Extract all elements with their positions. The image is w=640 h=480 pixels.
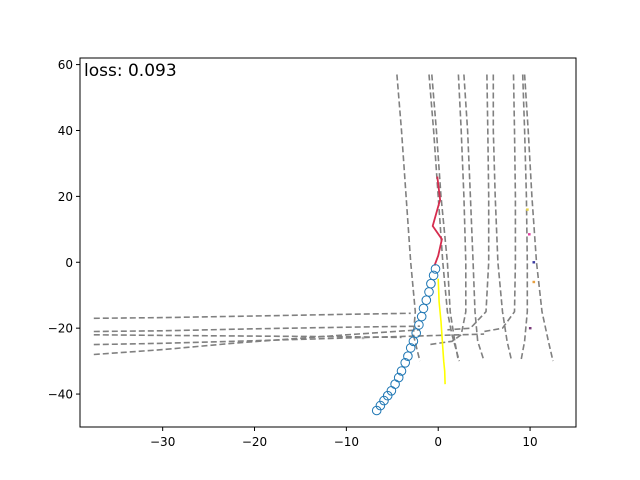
x-axis-ticks: −30 −20 −10 0 10 [150,427,538,449]
lane-line-5 [396,74,421,362]
agent-mark [526,208,529,211]
agent-mark [528,233,531,236]
agent-mark [532,261,536,264]
predicted-point [371,405,382,416]
predicted-point [386,386,397,396]
agent-marks [361,208,536,340]
predicted-point [400,358,411,368]
predicted-point [421,295,432,306]
predicted-point [428,270,439,281]
predicted-point [408,336,419,347]
predicted-point [379,395,389,406]
predicted-points [371,264,441,416]
x-tick-label: −20 [242,435,267,449]
red-trajectory [431,176,443,266]
x-tick-label: −30 [150,435,175,449]
agent-mark [532,280,536,284]
y-tick-label: 40 [58,124,73,138]
plot-area [93,74,554,416]
yellow-trajectory [437,278,446,385]
lane-line-11 [492,74,513,362]
lane-line-7 [431,74,460,362]
lane-line-8 [428,74,467,346]
y-tick-label: 60 [58,58,73,72]
loss-annotation: loss: 0.093 [84,61,177,81]
predicted-point [411,328,422,338]
x-tick-label: 10 [522,435,537,449]
lane-line-12 [483,74,517,333]
predicted-point [405,343,416,353]
lane-line-4 [93,329,420,356]
x-tick-label: 0 [434,435,442,449]
lane-line-6 [428,74,461,362]
predicted-point [416,311,427,322]
lane-line-10 [447,74,490,331]
predicted-point [396,366,407,376]
trajectory-paths [431,176,446,385]
predicted-point [430,264,441,274]
y-tick-label: 0 [65,256,73,270]
predicted-point [424,287,434,297]
predicted-point [382,390,393,401]
y-tick-label: 20 [58,190,73,204]
y-tick-label: −40 [48,388,73,402]
axes-frame [79,57,577,428]
agent-mark [361,336,365,340]
lane-line-13 [520,74,529,362]
lane-line-1 [93,325,420,333]
lane-line-9 [463,74,485,362]
lane-line-14 [523,74,554,362]
predicted-point [403,351,413,362]
agent-mark [528,327,532,330]
x-tick-label: −10 [334,435,359,449]
y-tick-label: −20 [48,322,73,336]
predicted-point [375,400,386,411]
lane-lines [93,74,554,362]
lane-line-3 [93,333,485,346]
y-axis-ticks: −40 −20 0 20 40 60 [48,58,80,402]
lane-line-0 [93,312,411,320]
